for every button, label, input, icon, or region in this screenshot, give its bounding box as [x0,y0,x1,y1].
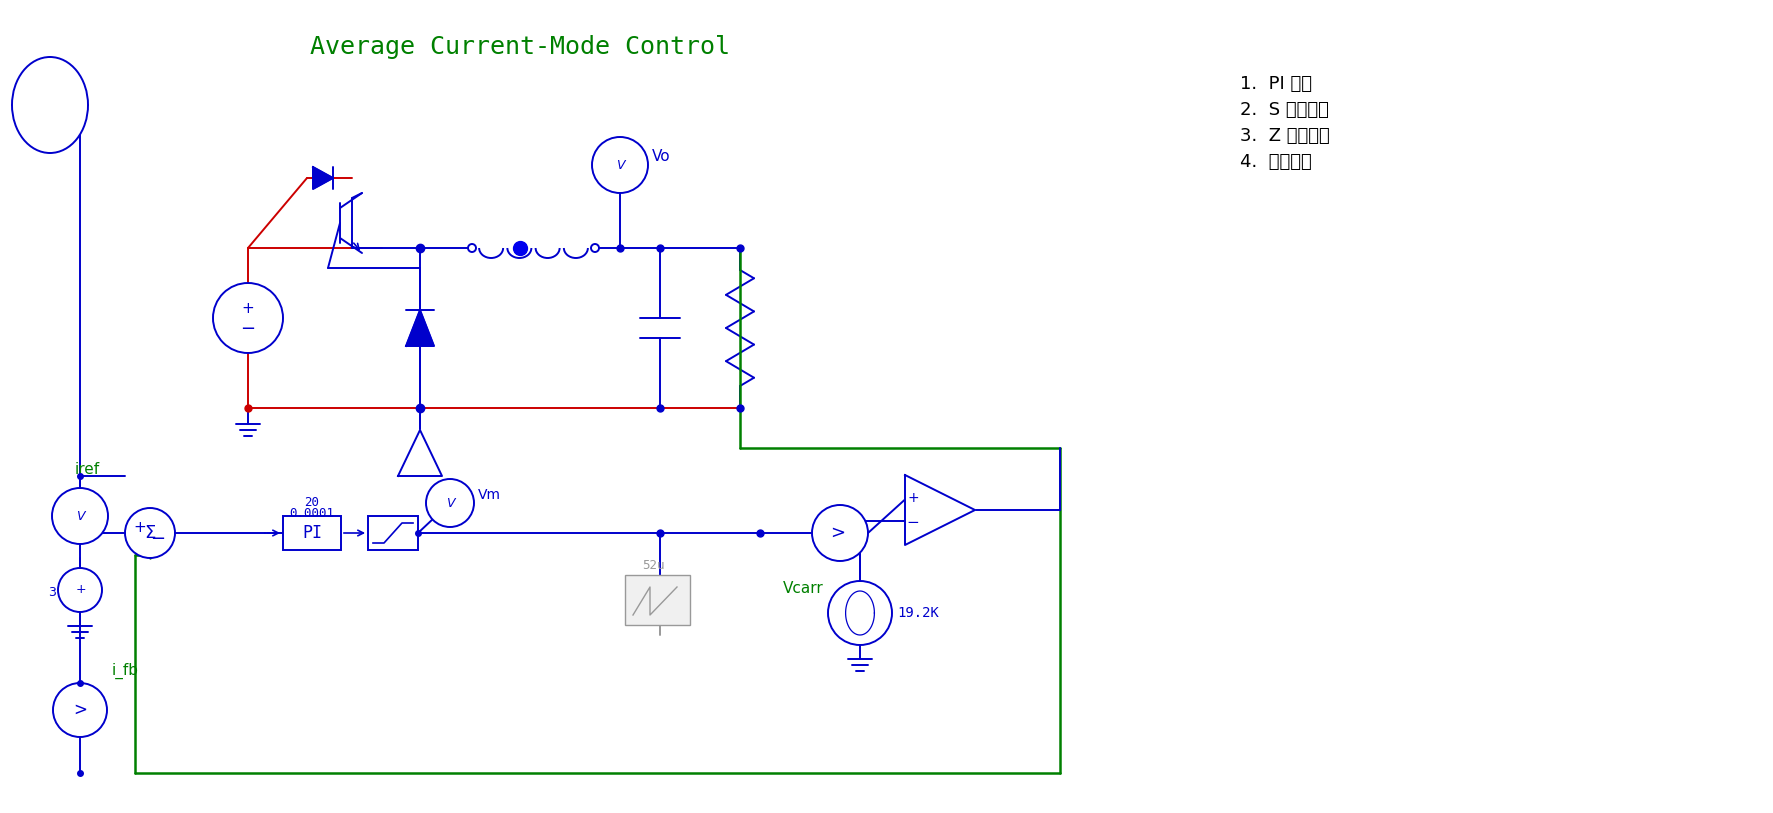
Polygon shape [397,430,441,476]
Polygon shape [312,167,333,189]
Ellipse shape [124,508,176,558]
Text: +: + [133,520,147,534]
Text: V: V [615,159,624,172]
Ellipse shape [468,244,475,252]
Text: Σ: Σ [144,524,156,542]
Bar [624,575,690,625]
Polygon shape [406,310,434,346]
Text: 52u: 52u [642,559,665,572]
Text: 19.2K: 19.2K [897,606,938,620]
Text: +: + [241,301,254,315]
Ellipse shape [51,488,108,544]
Polygon shape [904,475,975,545]
Ellipse shape [812,505,867,561]
Text: −: − [241,320,255,338]
Text: 20: 20 [305,495,319,508]
Bar [284,516,340,550]
Text: Vm: Vm [477,488,500,502]
Text: 1.  PI 模块: 1. PI 模块 [1239,75,1312,93]
Text: Vo: Vo [652,149,670,164]
Ellipse shape [592,137,647,193]
Text: −: − [151,530,165,548]
Text: 2.  S 传递函数: 2. S 传递函数 [1239,101,1328,119]
Text: iref: iref [74,462,99,477]
Text: 0.0001: 0.0001 [289,506,335,520]
Ellipse shape [213,283,284,353]
Text: −: − [906,515,918,530]
Text: i_fb: i_fb [112,663,138,679]
Text: V: V [445,497,454,510]
Text: 3: 3 [48,585,57,598]
Text: V: V [76,510,83,523]
Text: >: > [73,701,87,719]
Ellipse shape [828,581,892,645]
Text: 3.  Z 传递函数: 3. Z 传递函数 [1239,127,1330,145]
Text: >: > [830,524,846,542]
Text: 4.  差分方程: 4. 差分方程 [1239,153,1310,171]
Text: +: + [906,491,918,505]
Ellipse shape [590,244,599,252]
Ellipse shape [53,683,106,737]
Bar [367,516,418,550]
Ellipse shape [426,479,473,527]
Text: +: + [76,582,87,595]
Text: PI: PI [301,524,323,542]
Text: Vcarr: Vcarr [782,581,823,596]
Ellipse shape [12,57,89,153]
Ellipse shape [59,568,101,612]
Text: Average Current-Mode Control: Average Current-Mode Control [310,35,729,59]
